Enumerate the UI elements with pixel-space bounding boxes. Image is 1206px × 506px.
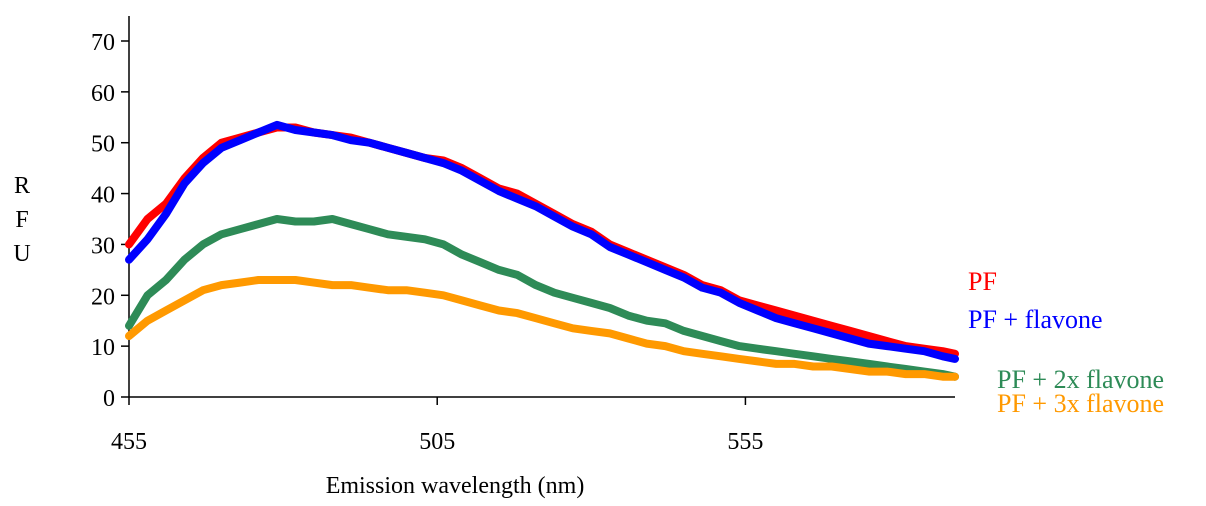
legend-label-2: PF + 2x flavone <box>997 365 1164 394</box>
x-tick-label: 505 <box>419 429 455 455</box>
y-tick-label: 50 <box>91 132 115 158</box>
y-axis-title-char: U <box>13 241 30 267</box>
x-tick-label: 555 <box>727 429 763 455</box>
y-tick-label: 30 <box>91 233 115 259</box>
y-tick-label: 40 <box>91 183 115 209</box>
y-tick-label: 10 <box>91 335 115 361</box>
y-axis-title-char: F <box>15 207 28 233</box>
y-axis-title-char: R <box>14 173 30 199</box>
legend-label-3: PF + 3x flavone <box>997 389 1164 418</box>
series-line-2 <box>125 215 959 381</box>
y-tick-label: 60 <box>91 81 115 107</box>
legend-label-1: PF + flavone <box>968 305 1103 334</box>
y-tick-label: 20 <box>91 284 115 310</box>
series-line-1 <box>125 120 959 363</box>
axes: 0 10 20 30 40 50 60 70 455 505 555 RFU <box>13 16 955 455</box>
x-tick-label: 455 <box>111 429 147 455</box>
legend-label-0: PF <box>968 267 997 296</box>
y-tick-label: 70 <box>91 30 115 56</box>
series-lines <box>125 120 959 381</box>
series-line-3 <box>125 276 959 381</box>
y-tick-label: 0 <box>103 386 115 412</box>
x-axis-title: Emission wavelength (nm) <box>326 473 585 499</box>
